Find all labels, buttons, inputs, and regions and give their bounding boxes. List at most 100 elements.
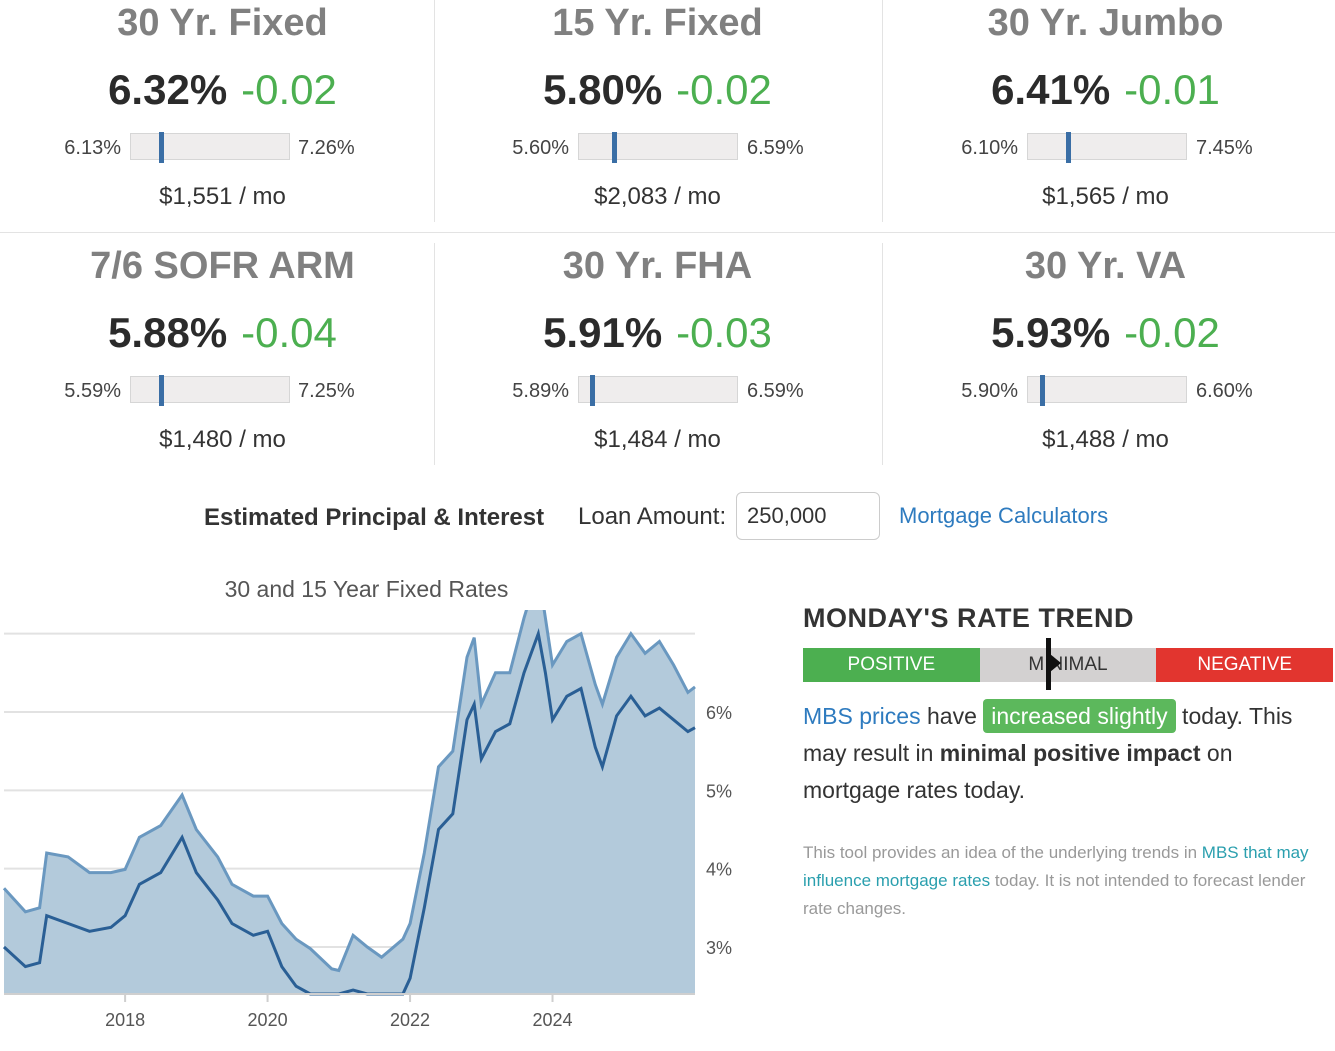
rate-card-30yr-va[interactable]: 30 Yr. VA 5.93% -0.02 5.90% 6.60% $1,488 …	[883, 243, 1328, 471]
range-high: 7.45%	[1196, 137, 1253, 159]
rate-card-sofr-arm[interactable]: 7/6 SOFR ARM 5.88% -0.04 5.59% 7.25% $1,4…	[0, 243, 445, 471]
card-divider	[434, 243, 435, 465]
card-title: 30 Yr. FHA	[562, 245, 753, 287]
series-line-30yr	[2, 610, 696, 973]
range-high: 7.25%	[298, 380, 355, 402]
rate-value: 6.41%	[991, 66, 1111, 113]
mortgage-calculators-link[interactable]: Mortgage Calculators	[899, 503, 1109, 528]
trend-note-1: This tool provides an idea of the underl…	[803, 843, 1202, 862]
estimated-pi-label: Estimated Principal & Interest	[204, 504, 545, 531]
y-tick-label: 3%	[706, 938, 732, 958]
range-bar	[578, 132, 738, 163]
trend-highlight: increased slightly	[983, 699, 1176, 733]
trend-title: MONDAY'S RATE TREND	[803, 603, 1134, 633]
range-marker	[611, 132, 617, 163]
rate-card-30yr-jumbo[interactable]: 30 Yr. Jumbo 6.41% -0.01 6.10% 7.45% $1,5…	[883, 0, 1328, 228]
range-high: 6.59%	[747, 380, 804, 402]
rate-change: -0.02	[676, 66, 772, 113]
range-bar	[130, 132, 290, 163]
range-low: 5.90%	[961, 380, 1018, 402]
range-marker	[589, 375, 595, 406]
trend-scale: POSITIVE MINIMAL NEGATIVE	[803, 638, 1334, 690]
rate-line: 6.32% -0.02	[0, 66, 445, 114]
trend-text-2: today. This may result in	[803, 703, 1293, 766]
y-tick-label: 4%	[706, 860, 732, 880]
loan-amount-input[interactable]	[736, 492, 880, 540]
range-bar	[578, 375, 738, 406]
rate-card-15yr-fixed[interactable]: 15 Yr. Fixed 5.80% -0.02 5.60% 6.59% $2,0…	[435, 0, 880, 228]
trend-impact: minimal positive impact	[939, 740, 1201, 766]
rate-change: -0.01	[1124, 66, 1220, 113]
mbs-prices-link[interactable]: MBS prices	[803, 703, 921, 729]
rate-line: 6.41% -0.01	[883, 66, 1328, 114]
range-low: 6.10%	[961, 137, 1018, 159]
monthly-payment: $1,480 / mo	[159, 426, 286, 453]
rate-line: 5.93% -0.02	[883, 309, 1328, 357]
trend-positive: POSITIVE	[803, 648, 980, 682]
range-low: 6.13%	[64, 137, 121, 159]
range-bar	[1027, 132, 1187, 163]
range-low: 5.60%	[512, 137, 569, 159]
trend-marker	[1046, 638, 1051, 690]
rate-value: 6.32%	[108, 66, 228, 113]
trend-text-3: on mortgage rates today.	[803, 740, 1233, 803]
rate-line: 5.88% -0.04	[0, 309, 445, 357]
card-title: 30 Yr. Jumbo	[987, 2, 1224, 44]
rate-change: -0.02	[1124, 309, 1220, 356]
monthly-payment: $1,488 / mo	[1042, 426, 1169, 453]
rate-change: -0.04	[241, 309, 337, 356]
rate-trend-panel: MONDAY'S RATE TREND POSITIVE MINIMAL NEG…	[803, 603, 1334, 923]
range-low: 5.59%	[64, 380, 121, 402]
trend-arrow-icon	[1050, 654, 1061, 672]
trend-note-2: today. It is not intended to forecast le…	[803, 871, 1306, 918]
x-tick-label: 2018	[105, 1010, 145, 1030]
card-divider	[882, 0, 883, 222]
trend-minimal: MINIMAL	[979, 648, 1157, 682]
chart-title: 30 and 15 Year Fixed Rates	[224, 576, 509, 602]
range-bar	[1027, 375, 1187, 406]
monthly-payment: $1,551 / mo	[159, 183, 286, 210]
card-title: 15 Yr. Fixed	[552, 2, 763, 44]
loan-amount-label: Loan Amount:	[578, 503, 727, 530]
rate-card-row: 7/6 SOFR ARM 5.88% -0.04 5.59% 7.25% $1,4…	[0, 243, 1335, 481]
rate-value: 5.93%	[991, 309, 1111, 356]
range-marker	[159, 375, 165, 406]
row-divider	[0, 232, 1335, 233]
monthly-payment: $1,484 / mo	[594, 426, 721, 453]
range-bar	[130, 375, 290, 406]
monthly-payment: $2,083 / mo	[594, 183, 721, 210]
mbs-influence-link[interactable]: MBS that may influence mortgage rates	[803, 843, 1309, 890]
card-divider	[882, 243, 883, 465]
card-divider	[434, 0, 435, 222]
monthly-payment: $1,565 / mo	[1042, 183, 1169, 210]
trend-note: This tool provides an idea of the underl…	[803, 839, 1333, 923]
y-tick-label: 6%	[706, 703, 732, 723]
trend-text-1: have	[920, 703, 984, 729]
trend-text: MBS prices have increased slightly today…	[803, 698, 1333, 809]
rate-change: -0.02	[241, 66, 337, 113]
card-title: 7/6 SOFR ARM	[90, 245, 355, 287]
y-tick-label: 5%	[706, 781, 732, 801]
rate-line: 5.91% -0.03	[435, 309, 880, 357]
card-title: 30 Yr. VA	[1024, 245, 1187, 287]
rate-line: 5.80% -0.02	[435, 66, 880, 114]
rate-value: 5.91%	[543, 309, 663, 356]
rate-card-row: 30 Yr. Fixed 6.32% -0.02 6.13% 7.26% $1,5…	[0, 0, 1335, 238]
x-tick-label: 2022	[390, 1010, 430, 1030]
rate-card-30yr-fha[interactable]: 30 Yr. FHA 5.91% -0.03 5.89% 6.59% $1,484…	[435, 243, 880, 471]
range-low: 5.89%	[512, 380, 569, 402]
range-marker	[1065, 132, 1071, 163]
rate-chart[interactable]: 3% 4% 5% 6% 2018 2020 2022 2024	[0, 610, 760, 1040]
range-high: 7.26%	[298, 137, 355, 159]
rate-value: 5.88%	[108, 309, 228, 356]
x-tick-label: 2024	[533, 1010, 573, 1030]
rate-value: 5.80%	[543, 66, 663, 113]
rate-change: -0.03	[676, 309, 772, 356]
area-30yr	[4, 610, 695, 994]
range-high: 6.60%	[1196, 380, 1253, 402]
loan-amount-bar: Estimated Principal & Interest Loan Amou…	[0, 490, 1335, 542]
card-title: 30 Yr. Fixed	[117, 2, 328, 44]
range-marker	[1040, 375, 1046, 406]
trend-negative: NEGATIVE	[1156, 648, 1334, 682]
rate-card-30yr-fixed[interactable]: 30 Yr. Fixed 6.32% -0.02 6.13% 7.26% $1,5…	[0, 0, 445, 228]
